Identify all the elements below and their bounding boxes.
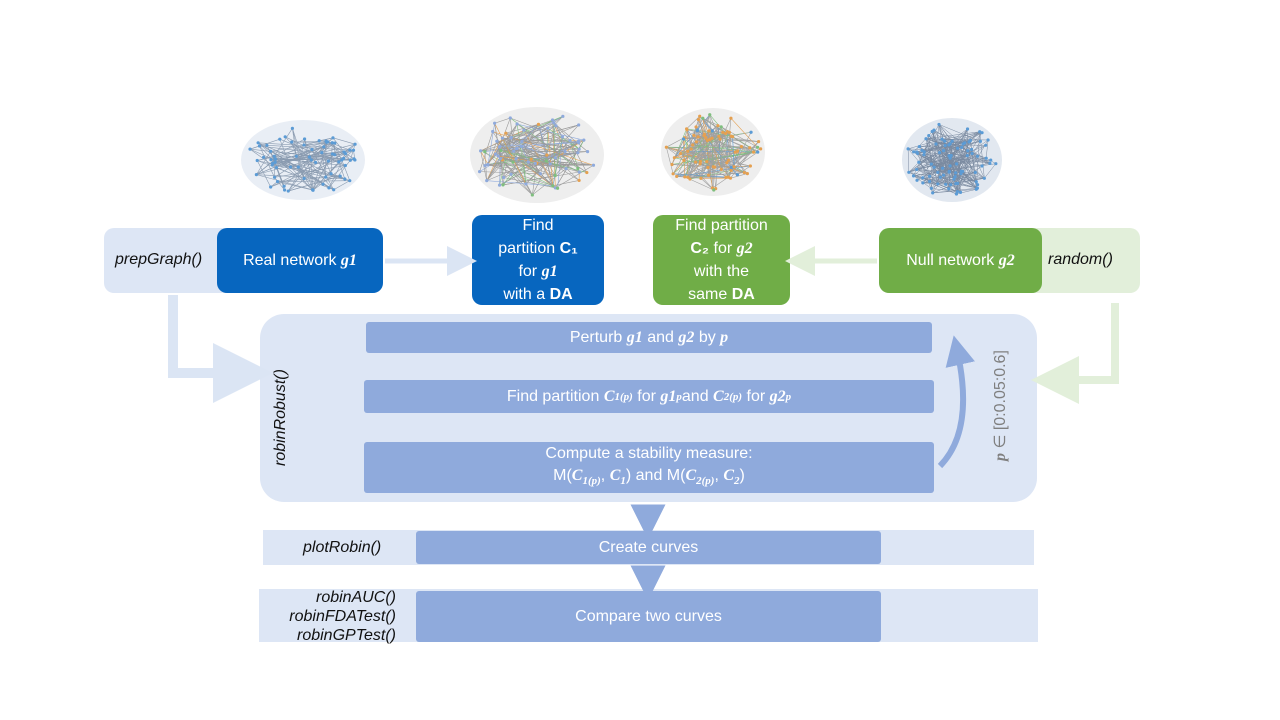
- fp-for1: for: [637, 387, 656, 405]
- partition-c1-image: [470, 107, 604, 203]
- st-m: M(: [553, 466, 572, 484]
- find-c1-line4: with a: [503, 286, 546, 303]
- find-c1-for: for: [518, 263, 538, 280]
- find-partition-c1-box: Find partition C₁ for g1 with a DA: [472, 215, 604, 305]
- param-symbol: p: [992, 453, 1009, 461]
- fp-c1: C: [603, 387, 615, 405]
- find-c2-da: DA: [731, 286, 755, 303]
- stability-line1: Compute a stability measure:: [545, 444, 753, 462]
- perturb-g1: g1: [626, 328, 643, 346]
- st-c2: C: [723, 466, 735, 484]
- robin-gp-test-fn: robinGPTest(): [297, 627, 396, 644]
- c1-label: C₁: [559, 240, 578, 257]
- param-range-text: ∈ [0:0.05:0.6]: [992, 350, 1009, 453]
- st-c1-sub: 1: [620, 475, 626, 488]
- partition-c2-image: [661, 108, 765, 196]
- st-c2p-sub: 2(p): [696, 475, 715, 488]
- perturb-label: Perturb: [569, 328, 623, 346]
- stability-measure-step: Compute a stability measure: M(C1(p), C1…: [364, 442, 934, 493]
- real-network-box: Real network g1: [217, 228, 383, 293]
- perturb-step: Perturb g1 and g2 by p: [366, 322, 932, 353]
- st-close: ): [739, 466, 745, 484]
- st-c2-sub: 2: [734, 475, 740, 488]
- st-c1p-sub: 1(p): [582, 475, 601, 488]
- st-comma2: ,: [714, 466, 719, 484]
- fp-and: and: [681, 387, 709, 405]
- st-c1p: C: [571, 466, 583, 484]
- fp-g2: g2: [769, 387, 786, 405]
- find-c2-for: for: [713, 240, 733, 257]
- fp-for2: for: [746, 387, 766, 405]
- real-network-var: g1: [340, 251, 357, 269]
- real-network-image: [241, 120, 365, 200]
- st-close-and: ) and M(: [625, 466, 686, 484]
- robin-auc-fn: robinAUC(): [315, 589, 396, 606]
- perturb-by: by: [698, 328, 716, 346]
- fp-g2-sub: p: [785, 390, 792, 403]
- find-c1-da: DA: [549, 286, 573, 303]
- fp-c2-sub: 2(p): [723, 390, 743, 403]
- c2-label: C₂: [690, 240, 710, 257]
- fp-c2: C: [713, 387, 724, 405]
- find-partition-c2-box: Find partition C₂ for g2 with the same D…: [653, 215, 790, 305]
- fp-g1: g1: [660, 387, 677, 405]
- random-fn: random(): [1048, 251, 1113, 268]
- perturb-p: p: [720, 328, 729, 346]
- st-c1: C: [609, 466, 621, 484]
- fp-label: Find partition: [506, 387, 600, 405]
- compare-fn-list: robinAUC() robinFDATest() robinGPTest(): [270, 588, 396, 645]
- find-c2-line3: with the: [693, 263, 750, 280]
- find-c1-line1: Find: [522, 217, 554, 234]
- find-c2-line4: same: [688, 286, 728, 303]
- null-network-var: g2: [998, 251, 1015, 269]
- compare-curves-step: Compare two curves: [416, 591, 881, 642]
- plot-robin-fn: plotRobin(): [303, 539, 382, 556]
- stability-line2: M(C1(p), C1) and M(C2(p), C2): [553, 465, 745, 492]
- prep-graph-fn: prepGraph(): [115, 251, 203, 268]
- null-network-image: [902, 118, 1002, 202]
- fp-g1-sub: p: [676, 390, 682, 403]
- find-c1-line2: partition: [498, 240, 556, 257]
- robin-robust-fn: robinRobust(): [272, 369, 289, 466]
- st-comma1: ,: [600, 466, 606, 484]
- find-c2-line1: Find partition: [675, 217, 768, 234]
- null-network-label: Null network: [906, 251, 995, 269]
- find-c2-var: g2: [736, 240, 753, 257]
- perturb-g2: g2: [678, 328, 695, 346]
- find-partition-perturbed-step: Find partition C 1(p) for g1 p and C 2(p) fo…: [364, 380, 934, 413]
- create-curves-step: Create curves: [416, 531, 881, 564]
- real-network-label: Real network: [243, 251, 337, 269]
- perturb-and: and: [647, 328, 674, 346]
- robin-fda-test-fn: robinFDATest(): [289, 608, 396, 625]
- find-c1-var: g1: [541, 263, 558, 280]
- param-range: p ∈ [0:0.05:0.6]: [990, 350, 1010, 461]
- fp-c1-sub: 1(p): [614, 390, 633, 403]
- st-c2p: C: [685, 466, 697, 484]
- null-network-box: Null network g2: [879, 228, 1042, 293]
